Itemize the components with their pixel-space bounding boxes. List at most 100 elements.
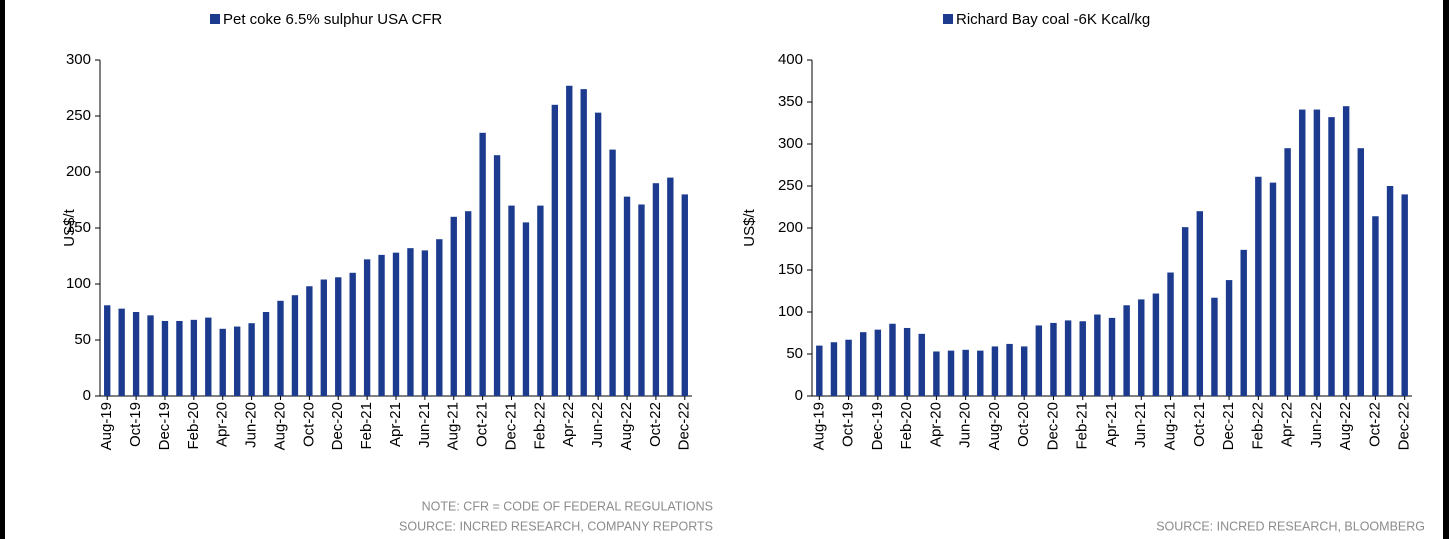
bar	[1255, 176, 1262, 396]
x-tick-label: Apr-20	[927, 402, 944, 447]
bar	[104, 305, 111, 396]
bar	[681, 194, 688, 396]
bar	[933, 351, 940, 396]
bar	[479, 132, 486, 397]
x-tick-label: Apr-21	[387, 402, 404, 447]
bar	[349, 272, 356, 396]
bar	[132, 312, 140, 396]
bar	[1035, 325, 1043, 396]
y-tick-label: 100	[66, 275, 91, 292]
bar	[918, 333, 925, 396]
x-tick-label: Aug-22	[1337, 402, 1354, 450]
bar	[830, 342, 838, 396]
bar	[363, 259, 371, 396]
legend-swatch	[943, 14, 953, 24]
bar	[537, 205, 544, 396]
bar	[262, 312, 270, 396]
bar	[1181, 227, 1189, 396]
bar	[1094, 314, 1101, 396]
x-tick-label: Jun-22	[589, 402, 606, 448]
bar	[1211, 297, 1218, 396]
bar	[118, 308, 125, 396]
x-tick-label: Aug-21	[1162, 402, 1179, 450]
x-tick-label: Feb-21	[1074, 402, 1091, 450]
bar	[1284, 148, 1291, 396]
x-tick-label: Jun-20	[243, 402, 260, 448]
bar	[551, 104, 559, 397]
x-tick-label: Oct-20	[300, 402, 317, 447]
y-tick-label: 0	[83, 387, 91, 404]
x-tick-label: Apr-21	[1103, 402, 1120, 447]
bar	[991, 346, 999, 396]
bar	[580, 89, 587, 397]
x-tick-label: Dec-21	[502, 402, 519, 450]
source-note: NOTE: CFR = CODE OF FEDERAL REGULATIONS	[422, 499, 713, 513]
bar	[335, 277, 342, 396]
bar	[147, 315, 154, 396]
x-tick-label: Dec-22	[1396, 402, 1413, 450]
edge	[0, 0, 5, 539]
x-tick-label: Feb-22	[1249, 402, 1266, 450]
x-tick-label: Feb-20	[898, 402, 915, 450]
bar	[161, 320, 169, 396]
bar	[190, 319, 198, 396]
x-tick-label: Jun-20	[957, 402, 974, 448]
bar	[594, 112, 602, 396]
bar	[1079, 321, 1086, 396]
bar	[962, 349, 969, 396]
bar	[874, 329, 882, 396]
bar	[320, 279, 327, 396]
x-tick-label: Dec-20	[329, 402, 346, 450]
legend-label: Richard Bay coal -6K Kcal/kg	[956, 11, 1150, 28]
x-tick-label: Oct-20	[1015, 402, 1032, 447]
bar	[609, 149, 616, 396]
bar	[1006, 343, 1013, 396]
x-tick-label: Aug-21	[445, 402, 462, 450]
y-tick-label: 150	[66, 219, 91, 236]
source-note: SOURCE: INCRED RESEARCH, BLOOMBERG	[1156, 519, 1425, 533]
bar	[1152, 293, 1160, 396]
x-tick-label: Aug-20	[271, 402, 288, 450]
bar	[176, 320, 183, 396]
bar	[219, 328, 226, 396]
edge	[1443, 0, 1449, 539]
x-tick-label: Feb-21	[358, 402, 375, 450]
bar	[1328, 117, 1335, 397]
x-tick-label: Apr-22	[1279, 402, 1296, 447]
x-tick-label: Oct-19	[127, 402, 144, 447]
bar	[1401, 194, 1408, 396]
x-tick-label: Aug-20	[986, 402, 1003, 450]
bar	[1064, 320, 1072, 396]
bar	[638, 204, 645, 396]
x-tick-label: Feb-22	[531, 402, 548, 450]
y-axis-label: US$/t	[61, 208, 78, 246]
y-tick-label: 300	[778, 135, 803, 152]
bar	[392, 252, 400, 396]
bar	[421, 250, 429, 396]
bar	[1299, 109, 1306, 396]
bar	[1240, 249, 1247, 396]
x-tick-label: Dec-19	[869, 402, 886, 450]
bar	[566, 85, 573, 396]
x-tick-label: Feb-20	[185, 402, 202, 450]
y-tick-label: 200	[778, 219, 803, 236]
bar	[1196, 211, 1204, 396]
bar	[816, 345, 823, 396]
y-tick-label: 300	[66, 51, 91, 68]
x-tick-label: Dec-21	[1220, 402, 1237, 450]
bar	[1138, 299, 1145, 396]
bar	[306, 286, 313, 396]
bar	[889, 323, 896, 396]
bar	[522, 222, 530, 396]
x-tick-label: Oct-22	[1366, 402, 1383, 447]
bar	[1167, 272, 1174, 396]
y-tick-label: 350	[778, 93, 803, 110]
bar	[1020, 346, 1028, 396]
bar	[1225, 280, 1233, 396]
bar	[205, 317, 212, 396]
x-tick-label: Dec-20	[1044, 402, 1061, 450]
bar	[291, 295, 299, 396]
x-tick-label: Oct-21	[474, 402, 491, 447]
bar	[1386, 186, 1394, 396]
